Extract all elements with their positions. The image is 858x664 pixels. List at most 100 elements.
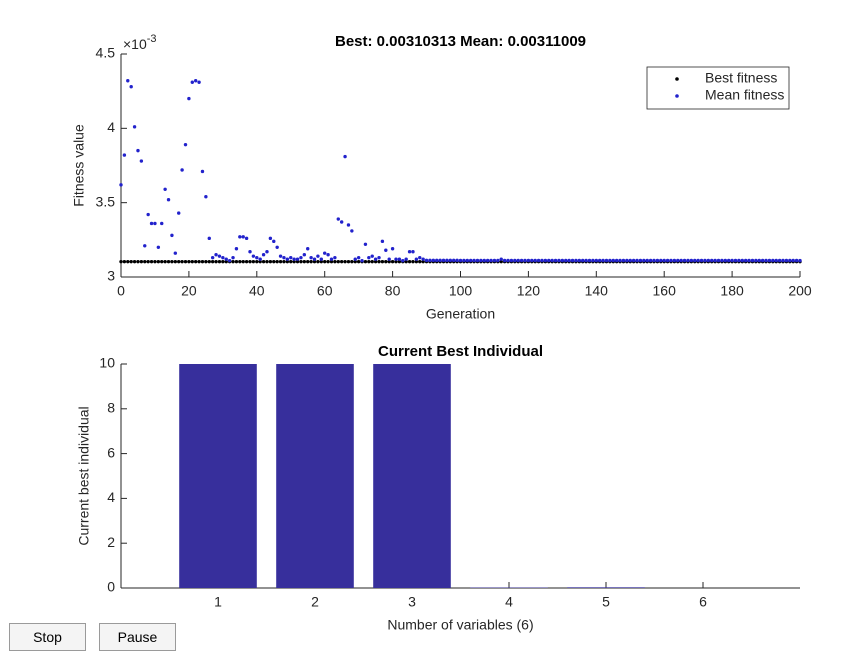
data-point [448,258,453,263]
data-point [339,259,344,264]
data-point [353,259,357,264]
data-point [384,248,388,252]
data-point [183,142,188,147]
data-point [669,258,673,263]
data-point [394,259,398,264]
data-point [292,257,296,261]
data-point [275,245,279,249]
data-point [557,258,561,263]
data-point [574,258,578,263]
data-point [754,258,758,263]
data-point [156,245,161,249]
data-point [553,258,558,263]
data-point [306,259,310,264]
data-point [160,259,164,264]
data-point [421,259,425,264]
data-point [462,258,466,263]
data-point [126,259,130,264]
data-point [193,79,198,83]
bar [179,364,257,588]
data-point [289,259,293,264]
data-point [170,233,174,238]
x-axis-label: Generation [426,306,495,322]
data-point [642,258,646,263]
data-point [676,258,680,263]
data-point [777,258,782,263]
data-point [193,259,198,264]
data-point [312,257,317,261]
data-point [597,258,602,263]
data-point [268,236,273,241]
data-point [224,257,228,261]
data-point [329,259,334,264]
pause-button[interactable]: Pause [99,623,176,651]
data-point [295,259,300,264]
data-point [699,258,704,263]
y-axis-label: Current best individual [76,406,92,545]
stop-button[interactable]: Stop [9,623,86,651]
data-point [132,125,137,129]
data-point [299,259,303,264]
data-point [129,259,133,264]
data-point [190,80,194,84]
y-tick-label: 4 [107,489,115,505]
data-point [747,258,751,263]
data-point [323,259,327,264]
data-point [126,79,130,83]
data-point [367,259,371,264]
data-point [662,258,666,263]
data-point [659,258,663,263]
data-point [472,258,476,263]
x-tick-label: 200 [788,283,812,299]
data-point [258,257,262,261]
data-point [285,259,290,264]
legend-marker [675,94,679,98]
data-point [560,258,565,263]
data-point [200,259,205,264]
data-point [343,259,347,264]
x-tick-label: 60 [317,283,333,299]
data-point [713,258,717,263]
data-point [513,258,517,263]
data-point [258,259,262,264]
data-point [794,258,799,263]
chart-title: Best: 0.00310313 Mean: 0.00311009 [335,33,586,50]
data-point [350,259,354,264]
data-point [428,258,432,263]
data-point [251,254,256,258]
data-point [506,258,510,263]
data-point [394,257,398,261]
data-point [784,258,789,263]
data-point [740,258,744,263]
data-point [255,259,259,264]
data-point [703,258,707,263]
data-point [716,258,721,263]
data-point [360,258,364,263]
y-axis-label: Fitness value [71,124,87,207]
data-point [363,259,368,264]
data-point [455,258,459,263]
data-point [791,258,795,263]
data-point [139,259,144,264]
data-point [333,259,337,264]
data-point [285,257,290,261]
data-point [180,259,184,264]
data-point [798,258,802,263]
data-point [350,229,354,233]
data-point [645,258,649,263]
data-point [183,259,188,264]
y-scale-exponent: -3 [147,33,157,45]
data-point [346,223,351,227]
data-point [153,221,157,226]
data-point [241,235,245,239]
data-point [265,250,269,254]
data-point [601,258,605,263]
y-tick-label: 6 [107,444,115,460]
x-tick-label: 3 [408,594,416,610]
data-point [204,259,208,264]
data-point [492,258,497,263]
data-point [146,212,150,217]
data-point [760,258,765,263]
data-point [723,258,728,263]
data-point [122,153,127,157]
